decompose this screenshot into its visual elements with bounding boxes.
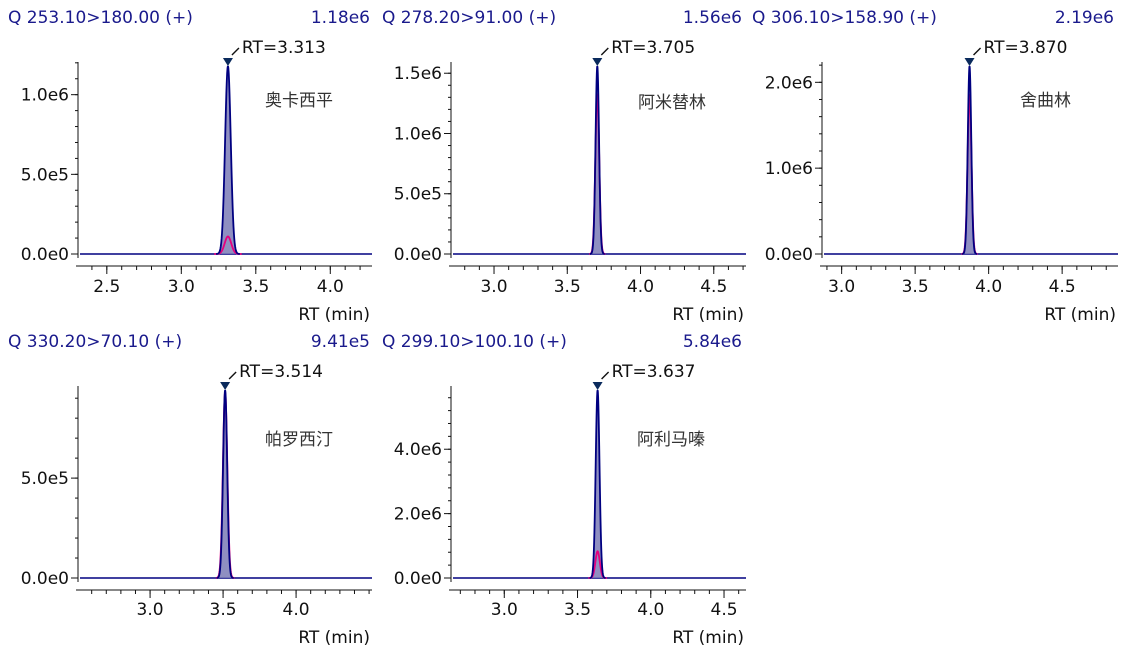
x-tick-label: 3.5 [242,277,269,297]
y-tick-label: 1.0e6 [394,124,442,144]
x-axis-label: RT (min) [672,628,744,648]
x-axis-label: RT (min) [1044,305,1116,325]
compound-name: 阿米替林 [638,93,706,113]
y-tick-label: 1.0e6 [765,159,813,179]
y-tick-label: 5.0e5 [21,165,69,185]
rt-marker [592,58,603,66]
x-tick-label: 3.0 [828,277,855,297]
y-tick-label: 2.0e6 [394,505,442,525]
rt-marker [220,382,231,390]
chromatogram-panel-3: Q 306.10>158.90 (+) 2.19e6 0.0e0 1.0e6 2.0e6… [752,8,1118,325]
quantifier-peak-area [589,66,605,254]
rt-leader-line [228,371,237,380]
y-tick-label: 5.0e5 [21,469,69,489]
y-tick-label: 0.0e0 [394,245,442,265]
chromatogram-panel-1: Q 253.10>180.00 (+) 1.18e6 0.0e0 5.0e5 1.0e6… [8,8,372,325]
y-tick-label: 1.5e6 [394,64,442,84]
x-tick-label: 4.0 [283,600,310,620]
quantifier-trace [589,389,606,579]
transition-label: Q 330.20>70.10 (+) [8,332,182,352]
rt-label: RT=3.870 [984,38,1068,58]
y-tick-label: 0.0e0 [394,569,442,589]
x-tick-label: 4.5 [700,277,727,297]
y-tick-label: 0.0e0 [21,569,69,589]
rt-marker [222,58,233,66]
quantifier-peak-area [962,66,977,254]
chromatogram-panel-5: Q 299.10>100.10 (+) 5.84e6 0.0e0 2.0e6 4.0e6… [382,332,746,648]
y-tick-label: 1.0e6 [21,86,69,106]
x-tick-label: 4.0 [627,277,654,297]
compound-name: 奥卡西平 [265,91,333,111]
quantifier-peak-area [216,66,240,254]
rt-leader-line [973,47,982,56]
x-tick-label: 3.0 [480,277,507,297]
quantifier-peak-area [589,390,606,578]
rt-marker [592,382,603,390]
max-intensity-label: 2.19e6 [1055,8,1114,28]
transition-label: Q 253.10>180.00 (+) [8,8,193,28]
x-tick-label: 3.5 [902,277,929,297]
compound-name: 阿利马嗪 [637,430,705,450]
x-tick-label: 3.5 [564,600,591,620]
rt-label: RT=3.313 [242,38,326,58]
x-tick-label: 4.0 [637,600,664,620]
x-tick-label: 4.0 [317,277,344,297]
rt-label: RT=3.705 [611,38,695,58]
y-tick-label: 0.0e0 [21,245,69,265]
x-tick-label: 2.5 [93,277,120,297]
max-intensity-label: 1.56e6 [683,8,742,28]
rt-leader-line [601,371,610,380]
x-tick-label: 3.5 [554,277,581,297]
rt-marker [964,58,975,66]
rt-leader-line [231,47,240,56]
chromatogram-panel-4: Q 330.20>70.10 (+) 9.41e5 0.0e0 5.0e5 3.0 3.5… [8,332,372,648]
quantifier-trace [216,389,234,579]
y-tick-label: 4.0e6 [394,440,442,460]
x-tick-label: 3.5 [210,600,237,620]
rt-label: RT=3.637 [612,362,696,382]
x-tick-label: 4.0 [975,277,1002,297]
quantifier-trace [216,65,240,255]
x-tick-label: 3.0 [168,277,195,297]
max-intensity-label: 1.18e6 [311,8,370,28]
max-intensity-label: 5.84e6 [683,332,742,352]
transition-label: Q 306.10>158.90 (+) [752,8,937,28]
x-tick-label: 3.0 [491,600,518,620]
y-tick-label: 0.0e0 [765,245,813,265]
rt-label: RT=3.514 [239,362,323,382]
y-tick-label: 2.0e6 [765,73,813,93]
max-intensity-label: 9.41e5 [311,332,370,352]
x-axis-label: RT (min) [298,305,370,325]
quantifier-trace [589,65,605,255]
x-axis-label: RT (min) [298,628,370,648]
chromatogram-panel-2: Q 278.20>91.00 (+) 1.56e6 0.0e0 5.0e5 1.0e6 1… [382,8,746,325]
y-tick-label: 5.0e5 [394,185,442,205]
transition-label: Q 299.10>100.10 (+) [382,332,567,352]
quantifier-peak-area [216,390,234,578]
x-tick-label: 3.0 [137,600,164,620]
compound-name: 帕罗西汀 [265,430,333,450]
rt-leader-line [600,47,609,56]
compound-name: 舍曲林 [1020,91,1071,111]
x-tick-label: 4.5 [711,600,738,620]
x-tick-label: 4.5 [1049,277,1076,297]
transition-label: Q 278.20>91.00 (+) [382,8,556,28]
x-axis-label: RT (min) [672,305,744,325]
